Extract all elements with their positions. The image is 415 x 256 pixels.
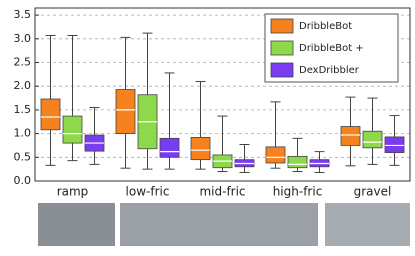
box bbox=[340, 126, 361, 146]
box bbox=[62, 115, 83, 144]
photo-strip bbox=[38, 203, 410, 246]
y-tick-label: 0.5 bbox=[14, 150, 32, 163]
photo-gravel bbox=[325, 203, 410, 246]
plot-frame bbox=[34, 7, 411, 182]
y-tick-label: 2.0 bbox=[14, 79, 32, 92]
y-tick-label: 1.5 bbox=[14, 103, 32, 116]
box bbox=[265, 146, 286, 164]
box bbox=[384, 136, 405, 153]
photo-friction bbox=[120, 203, 318, 246]
box bbox=[190, 136, 211, 161]
photo-ramp bbox=[38, 203, 115, 246]
y-tick-label: 0.0 bbox=[14, 174, 32, 187]
legend-swatch bbox=[270, 62, 294, 78]
box bbox=[287, 155, 308, 169]
y-tick-label: 1.0 bbox=[14, 127, 32, 140]
x-tick-label: ramp bbox=[57, 185, 89, 199]
box bbox=[159, 137, 180, 158]
legend-label: DribbleBot bbox=[299, 21, 352, 32]
box bbox=[115, 89, 136, 135]
legend-swatch bbox=[270, 40, 294, 56]
x-tick-label: mid-fric bbox=[199, 185, 245, 199]
box bbox=[362, 130, 383, 149]
y-tick-label: 2.5 bbox=[14, 56, 32, 69]
legend-label: DexDribbler bbox=[299, 65, 360, 76]
box bbox=[40, 98, 61, 131]
x-tick-label: gravel bbox=[354, 185, 392, 199]
x-tick-label: high-fric bbox=[273, 185, 323, 199]
y-tick-label: 3.5 bbox=[14, 8, 32, 21]
x-tick-label: low-fric bbox=[126, 185, 170, 199]
legend-label: DribbleBot + bbox=[299, 43, 364, 54]
y-tick-label: 3.0 bbox=[14, 32, 32, 45]
legend-swatch bbox=[270, 18, 294, 34]
